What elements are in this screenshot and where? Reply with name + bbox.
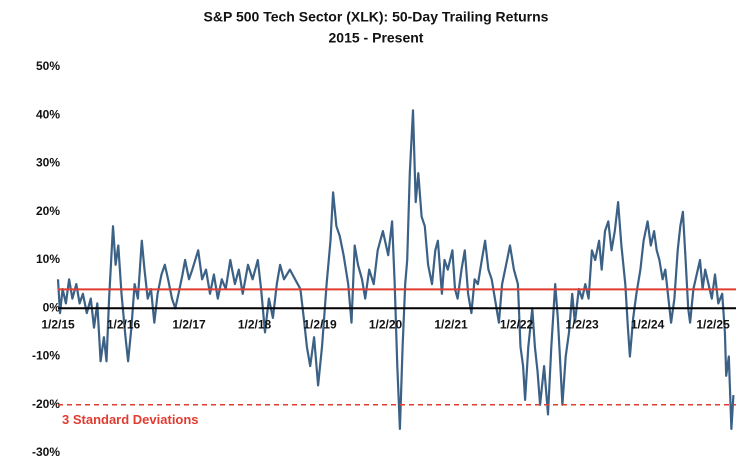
x-tick-label: 1/2/17 — [172, 317, 206, 331]
x-tick-label: 1/2/23 — [565, 317, 599, 331]
x-tick-label: 1/2/22 — [500, 317, 534, 331]
x-tick-label: 1/2/18 — [238, 317, 272, 331]
y-tick-label: 20% — [36, 204, 60, 218]
x-tick-label: 1/2/19 — [303, 317, 337, 331]
chart-title: S&P 500 Tech Sector (XLK): 50-Day Traili… — [204, 9, 549, 25]
y-tick-label: 30% — [36, 156, 60, 170]
y-tick-label: 0% — [43, 300, 61, 314]
y-tick-label: -20% — [32, 397, 60, 411]
x-tick-label: 1/2/20 — [369, 317, 403, 331]
y-tick-label: 10% — [36, 252, 60, 266]
x-tick-label: 1/2/21 — [434, 317, 468, 331]
chart-subtitle: 2015 - Present — [329, 30, 424, 46]
x-tick-label: 1/2/15 — [41, 317, 75, 331]
y-tick-label: -30% — [32, 445, 60, 459]
x-tick-label: 1/2/16 — [107, 317, 141, 331]
series-line — [56, 109, 735, 430]
annotation-label: 3 Standard Deviations — [62, 412, 199, 427]
y-tick-label: -10% — [32, 349, 60, 363]
x-tick-label: 1/2/24 — [631, 317, 665, 331]
x-tick-label: 1/2/25 — [696, 317, 730, 331]
y-tick-label: 50% — [36, 59, 60, 73]
y-tick-label: 40% — [36, 107, 60, 121]
